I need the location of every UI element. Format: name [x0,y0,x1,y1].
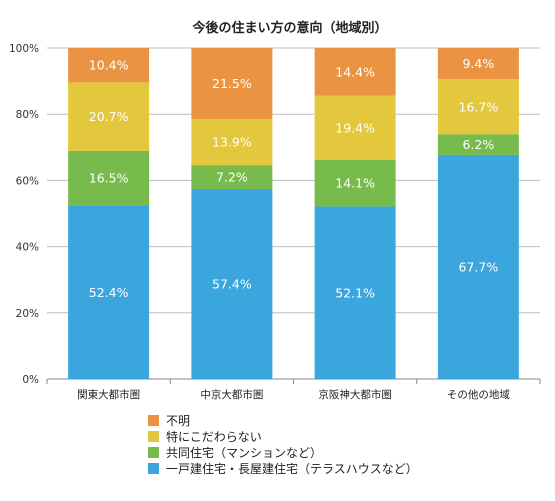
bar-segment [191,48,273,120]
legend-swatch [148,463,159,474]
y-tick-label: 100% [9,43,39,55]
legend-label: 特にこだわらない [166,429,262,444]
y-tick-label: 0% [22,374,39,386]
data-label: 14.1% [335,176,375,191]
x-tick-label: 京阪神大都市圏 [318,388,392,401]
x-tick-label: その他の地域 [447,388,510,401]
y-axis: 0% 20% 40% 60% 80% 100% [9,43,39,386]
data-label: 14.4% [335,64,375,79]
bar-segment [314,206,396,379]
data-label: 19.4% [335,120,375,135]
data-label: 9.4% [462,56,494,71]
legend-label: 一戸建住宅・長屋建住宅（テラスハウスなど） [166,461,418,476]
y-tick-label: 40% [16,242,39,254]
bar-segment [437,134,519,155]
legend: 不明特にこだわらない共同住宅（マンションなど）一戸建住宅・長屋建住宅（テラスハウ… [148,414,418,476]
data-label: 67.7% [459,259,499,274]
bar-segment [191,189,273,379]
bar-segment [437,48,519,80]
bar-segment [437,154,519,379]
bar-segment [314,159,396,207]
y-tick-label: 60% [16,175,39,187]
legend-swatch [148,431,159,442]
data-label: 7.2% [216,170,248,185]
bar-segment [314,95,396,160]
bar-segment [68,48,150,83]
bar-segment [68,82,150,151]
data-label: 52.1% [335,285,375,300]
data-label: 16.5% [89,171,129,186]
x-tick-label: 関東大都市圏 [77,388,140,401]
bar-segment [437,79,519,135]
data-label: 21.5% [212,76,252,91]
bars: 52.4% 16.5% 20.7% 10.4% 57.4% 7.2% 13.9% 21.5% 5… [68,48,519,379]
bar-segment [191,119,273,166]
y-tick-label: 80% [16,109,39,121]
data-label: 57.4% [212,277,252,292]
data-label: 6.2% [462,137,494,152]
bar-segment [314,48,396,96]
legend-swatch [148,415,159,426]
data-label: 20.7% [89,109,129,124]
x-tick-label: 中京大都市圏 [200,388,263,401]
data-label: 52.4% [89,285,129,300]
chart-title: 今後の住まい方の意向（地域別） [191,20,387,36]
data-label: 16.7% [459,99,499,114]
y-tick-label: 20% [16,308,39,320]
legend-label: 不明 [166,414,190,428]
x-axis: 関東大都市圏 中京大都市圏 京阪神大都市圏 その他の地域 [46,379,541,401]
data-label: 13.9% [212,135,252,150]
bar-segment [191,165,273,190]
legend-swatch [148,447,159,458]
bar-segment [68,150,150,206]
data-label: 10.4% [89,58,129,73]
legend-label: 共同住宅（マンションなど） [166,445,322,460]
bar-segment [68,205,150,379]
